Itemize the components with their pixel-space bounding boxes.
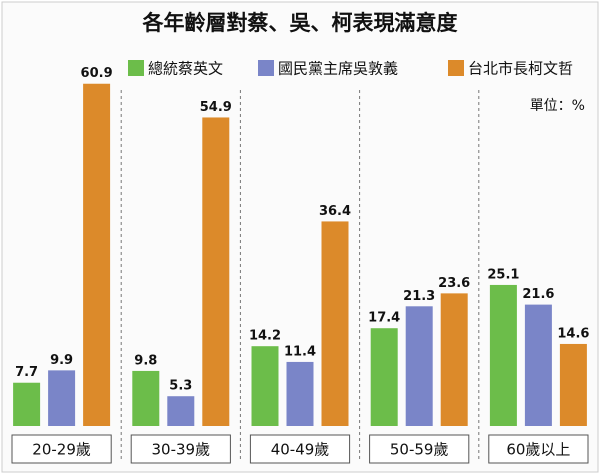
bar (167, 396, 195, 426)
bar (251, 346, 279, 426)
x-tick-label: 60歲以上 (506, 441, 570, 459)
value-label: 9.8 (134, 353, 157, 368)
bar (321, 221, 349, 426)
bar (489, 284, 517, 426)
value-label: 60.9 (81, 66, 113, 81)
bar (13, 382, 41, 426)
value-label: 25.1 (487, 267, 519, 282)
value-label: 7.7 (15, 365, 38, 380)
legend-swatch (448, 60, 464, 76)
legend-swatch (258, 60, 274, 76)
x-tick-label: 50-59歲 (390, 441, 449, 459)
legend-label: 台北市長柯文哲 (468, 60, 573, 78)
value-label: 23.6 (438, 276, 470, 291)
value-label: 21.6 (522, 287, 554, 302)
category-box (130, 434, 231, 464)
bar (202, 117, 230, 426)
bar (524, 304, 552, 426)
value-label: 11.4 (284, 344, 316, 359)
category-box (488, 434, 589, 464)
x-tick-label: 20-29歲 (32, 441, 91, 459)
bar (83, 83, 111, 426)
value-label: 17.4 (368, 311, 400, 326)
bar (370, 328, 398, 426)
category-box (369, 434, 470, 464)
category-box (11, 434, 112, 464)
unit-label: 單位：% (530, 98, 585, 114)
legend-swatch (128, 60, 144, 76)
value-label: 14.2 (249, 329, 281, 344)
value-label: 5.3 (169, 379, 192, 394)
value-label: 21.3 (403, 289, 435, 304)
category-box (249, 434, 351, 464)
x-tick-label: 40-49歲 (271, 441, 330, 459)
bar (440, 293, 468, 426)
bar (286, 361, 314, 426)
value-label: 9.9 (50, 353, 73, 368)
value-label: 54.9 (200, 100, 232, 115)
value-label: 36.4 (319, 204, 351, 219)
chart-title: 各年齡層對蔡、吳、柯表現滿意度 (142, 11, 458, 35)
legend-label: 總統蔡英文 (148, 60, 223, 78)
bar (48, 370, 76, 426)
bar (132, 370, 160, 426)
x-tick-label: 30-39歲 (152, 441, 211, 459)
bar (405, 306, 433, 426)
value-label: 14.6 (557, 326, 589, 341)
legend-label: 國民黨主席吳敦義 (278, 60, 398, 78)
bar (559, 343, 587, 426)
